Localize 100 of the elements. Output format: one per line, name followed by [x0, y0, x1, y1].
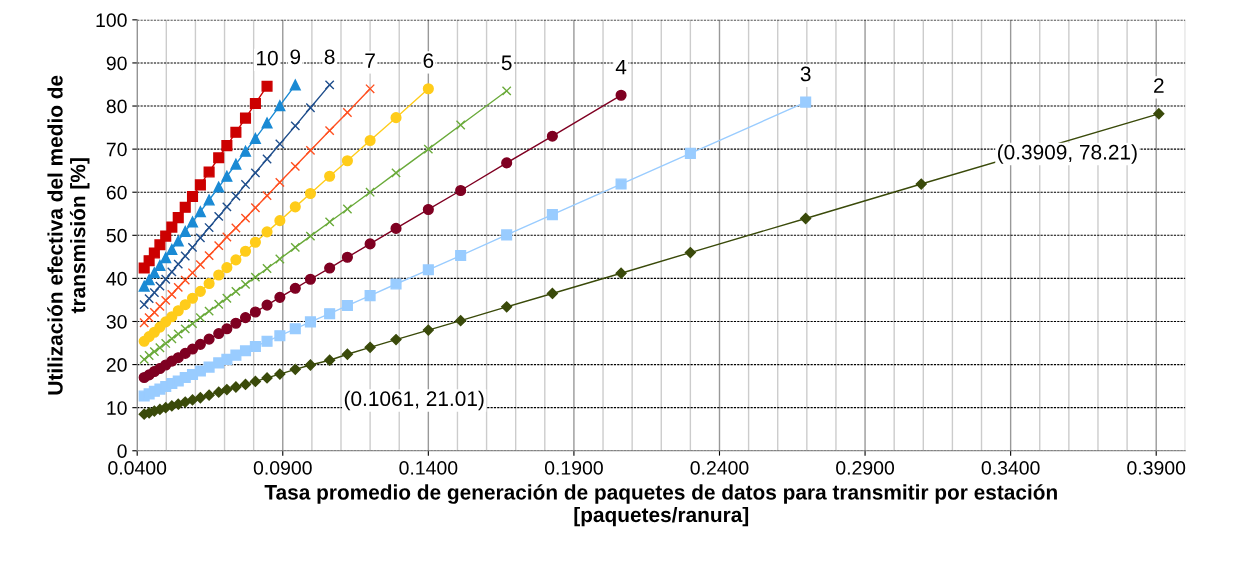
point — [324, 217, 335, 227]
point — [239, 112, 252, 124]
series-label: 3 — [800, 66, 811, 82]
y-tick-label: 50 — [106, 228, 127, 243]
point — [422, 203, 434, 216]
x-axis-title: Tasa promedio de generación de paquetes de datos para transmitir por estación [paquetes/ranura] — [264, 484, 1057, 527]
series-label: 8 — [324, 49, 335, 65]
y-tick-label: 0 — [117, 444, 127, 458]
point — [342, 107, 353, 118]
point — [274, 100, 286, 112]
y-tick-label: 80 — [106, 99, 127, 114]
point — [180, 323, 191, 334]
point — [239, 245, 252, 257]
point — [194, 365, 206, 377]
point — [240, 179, 251, 190]
point — [166, 221, 178, 233]
point — [249, 236, 261, 248]
point — [501, 157, 513, 169]
point — [240, 213, 251, 223]
point — [546, 209, 558, 221]
point — [204, 306, 214, 317]
point — [160, 252, 172, 264]
point — [423, 144, 434, 154]
point — [213, 327, 225, 340]
point — [139, 317, 150, 328]
point — [501, 301, 513, 313]
point — [186, 343, 199, 355]
point — [187, 242, 198, 253]
point — [213, 181, 225, 193]
point — [221, 262, 233, 274]
point — [915, 178, 927, 190]
point — [262, 154, 272, 164]
point — [1153, 108, 1165, 120]
point — [155, 281, 165, 292]
point — [289, 363, 301, 375]
point — [231, 223, 241, 233]
point — [422, 83, 434, 95]
point — [289, 79, 301, 91]
point — [166, 243, 178, 256]
point — [364, 238, 376, 250]
point — [186, 216, 199, 228]
y-tick-label: 10 — [107, 401, 127, 415]
point — [261, 372, 273, 384]
point — [179, 225, 191, 237]
point — [221, 383, 233, 396]
point — [261, 226, 273, 238]
point — [213, 386, 225, 398]
point — [166, 311, 178, 323]
point — [173, 282, 184, 293]
y-tick-label: 100 — [96, 13, 127, 28]
point — [364, 341, 376, 353]
point — [149, 287, 160, 298]
point — [160, 295, 171, 306]
point — [213, 269, 225, 281]
point — [149, 346, 160, 357]
point — [615, 89, 627, 101]
point — [138, 280, 150, 292]
point — [249, 306, 261, 318]
point — [203, 333, 215, 345]
point — [250, 167, 261, 178]
point — [186, 394, 199, 406]
point — [194, 338, 206, 350]
point — [274, 291, 286, 303]
point — [341, 251, 353, 263]
point — [194, 392, 206, 404]
point — [261, 117, 273, 129]
point — [213, 299, 224, 310]
series-label: 2 — [1154, 78, 1164, 93]
point — [274, 215, 286, 227]
point — [305, 145, 316, 156]
point — [221, 323, 233, 335]
point — [186, 190, 199, 203]
point — [172, 212, 184, 224]
point — [179, 201, 191, 213]
y-tick-label: 40 — [106, 271, 127, 286]
point — [239, 378, 252, 391]
y-axis-title: Utilización efectiva del medio de transmisión [%] — [47, 75, 90, 395]
x-tick-label: 0.0900 — [253, 461, 312, 475]
point — [155, 301, 165, 312]
point — [194, 285, 206, 297]
point — [173, 259, 184, 270]
y-tick-label: 90 — [106, 56, 127, 71]
point — [186, 292, 199, 304]
point — [615, 178, 627, 190]
point — [139, 299, 150, 310]
point — [213, 152, 225, 164]
point — [304, 273, 316, 285]
series-label: 5 — [501, 55, 512, 71]
point — [160, 230, 172, 242]
point — [341, 155, 353, 167]
point — [290, 120, 301, 131]
point — [172, 305, 184, 317]
point — [139, 354, 150, 365]
x-tick-label: 0.2400 — [690, 461, 749, 475]
point — [180, 251, 191, 261]
point — [148, 247, 160, 259]
point — [166, 333, 177, 344]
point — [274, 139, 285, 149]
point — [274, 330, 286, 342]
point — [194, 206, 206, 218]
